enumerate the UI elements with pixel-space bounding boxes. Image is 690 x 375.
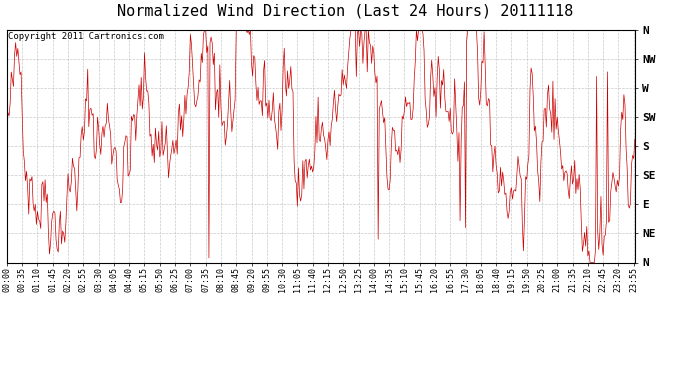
Text: Normalized Wind Direction (Last 24 Hours) 20111118: Normalized Wind Direction (Last 24 Hours…: [117, 4, 573, 19]
Text: Copyright 2011 Cartronics.com: Copyright 2011 Cartronics.com: [8, 32, 164, 41]
